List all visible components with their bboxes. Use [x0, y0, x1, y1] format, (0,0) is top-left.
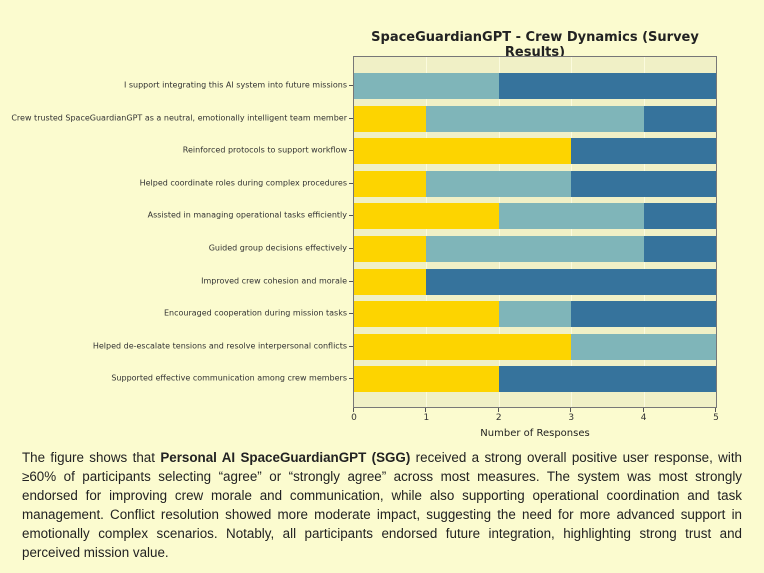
bar-row: [354, 105, 716, 132]
y-tick: [349, 117, 353, 119]
x-tick: [715, 408, 716, 412]
bar-segment: [498, 366, 716, 393]
bar-segment: [354, 73, 499, 99]
bar-segment: [498, 203, 644, 230]
x-tick-label: 2: [495, 413, 502, 423]
x-tick: [642, 408, 644, 412]
bar-segment: [426, 268, 716, 295]
y-tick-label: Encouraged cooperation during mission ta…: [164, 308, 347, 318]
y-tick-label: Guided group decisions effectively: [208, 243, 347, 253]
x-tick-label: 4: [640, 413, 647, 423]
figure-caption: The figure shows that Personal AI SpaceG…: [22, 448, 742, 562]
y-tick-label: Assisted in managing operational tasks e…: [147, 210, 347, 220]
bar-segment: [354, 236, 427, 262]
bar-segment: [354, 170, 427, 197]
bar-row: [354, 170, 716, 197]
x-tick: [425, 408, 427, 412]
bar-segment: [643, 203, 716, 230]
bar-row: [354, 301, 716, 328]
bar-segment: [498, 73, 716, 99]
bar-segment: [426, 105, 644, 132]
caption-bold: Personal AI SpaceGuardianGPT (SGG): [160, 450, 411, 465]
y-tick: [349, 345, 353, 347]
x-tick: [497, 408, 499, 412]
bar-segment: [354, 138, 572, 165]
bar-segment: [354, 333, 572, 360]
bar-segment: [354, 366, 499, 393]
caption-body: received a strong overall positive user …: [22, 450, 742, 560]
bar-row: [354, 138, 716, 165]
y-tick: [349, 215, 353, 217]
bar-segment: [571, 170, 716, 197]
bar-segment: [354, 301, 499, 328]
x-tick-label: 0: [351, 413, 357, 423]
x-tick-label: 1: [423, 413, 430, 423]
x-tick: [570, 408, 572, 412]
y-tick: [349, 150, 353, 152]
y-tick-label: Crew trusted SpaceGuardianGPT as a neutr…: [11, 113, 347, 123]
bar-segment: [354, 203, 499, 230]
y-tick: [349, 248, 353, 249]
y-tick-label: Helped coordinate roles during complex p…: [139, 178, 347, 188]
y-tick: [349, 313, 353, 315]
bar-segment: [354, 105, 427, 132]
x-tick-label: 3: [568, 413, 575, 423]
plot-area: [353, 56, 717, 408]
bar-segment: [643, 105, 716, 132]
bar-segment: [426, 236, 644, 262]
y-tick-label: Supported effective communication among …: [111, 373, 347, 383]
y-tick: [349, 378, 353, 380]
bar-row: [354, 73, 716, 99]
x-tick: [353, 408, 354, 412]
bar-row: [354, 333, 716, 360]
bar-segment: [498, 301, 572, 328]
bar-segment: [426, 170, 572, 197]
gridline: [426, 57, 428, 407]
gridline: [571, 57, 573, 407]
y-tick: [349, 280, 353, 282]
bar-row: [354, 203, 716, 230]
gridline: [498, 57, 500, 407]
x-axis-title: Number of Responses: [480, 428, 590, 439]
gridline: [643, 57, 645, 407]
y-tick-label: Helped de-escalate tensions and resolve …: [92, 341, 347, 351]
y-tick: [349, 85, 353, 86]
bar-segment: [571, 301, 716, 328]
y-tick: [349, 182, 353, 184]
bar-segment: [354, 268, 427, 295]
caption-prefix: The figure shows that: [22, 450, 161, 465]
x-tick-label: 5: [713, 413, 719, 423]
bar-row: [354, 366, 716, 393]
bar-segment: [571, 138, 716, 165]
y-tick-label: Improved crew cohesion and morale: [201, 276, 347, 286]
y-tick-label: Reinforced protocols to support workflow: [182, 145, 347, 155]
bar-row: [354, 236, 716, 262]
bar-segment: [571, 333, 716, 360]
bar-segment: [643, 236, 716, 262]
y-tick-label: I support integrating this AI system int…: [123, 80, 347, 90]
bar-row: [354, 268, 716, 295]
